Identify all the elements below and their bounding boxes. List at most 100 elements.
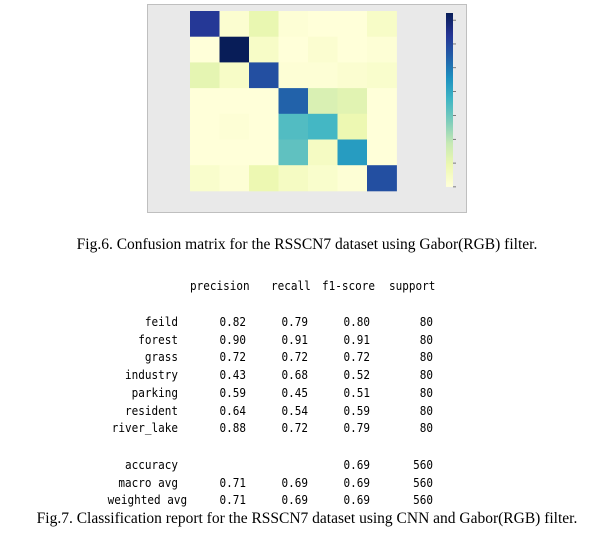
precision-value: 0.72 <box>219 349 246 365</box>
recall-value: 0.72 <box>281 420 308 436</box>
heatmap-cell <box>219 139 250 166</box>
heatmap-cell <box>308 113 338 140</box>
row-label: grass <box>144 349 178 365</box>
heatmap-cell <box>337 88 368 115</box>
heatmap-cell <box>308 165 338 192</box>
heatmap-cell <box>278 113 309 140</box>
heatmap-cell <box>190 139 220 166</box>
row-label: forest <box>138 331 178 347</box>
heatmap-cell <box>249 88 279 115</box>
recall-value: 0.79 <box>281 314 308 329</box>
heatmap-cell <box>337 165 368 192</box>
heatmap-cell <box>367 113 397 140</box>
heatmap-cell <box>308 139 338 166</box>
support-value: 80 <box>419 331 433 347</box>
precision-value: 0.43 <box>219 367 246 383</box>
precision-value: 0.71 <box>219 474 246 490</box>
column-header: precision <box>189 278 250 293</box>
support-value: 80 <box>419 349 433 365</box>
row-label: feild <box>144 314 178 329</box>
f1-value: 0.69 <box>343 492 370 508</box>
row-label: parking <box>131 384 178 400</box>
precision-value: 0.71 <box>219 492 246 508</box>
figure6-caption: Fig.6. Confusion matrix for the RSSCN7 d… <box>76 236 538 253</box>
f1-value: 0.69 <box>343 457 370 472</box>
f1-value: 0.79 <box>343 420 370 436</box>
confusion-matrix-figure <box>147 4 467 213</box>
heatmap-cell <box>190 36 220 63</box>
support-value: 560 <box>413 474 433 490</box>
heatmap-cell <box>278 62 309 89</box>
precision-value: 0.82 <box>219 314 246 329</box>
row-label: resident <box>125 402 178 418</box>
recall-value: 0.68 <box>281 367 308 383</box>
colorbar <box>446 13 453 187</box>
heatmap-cell <box>190 165 220 192</box>
summary-label: accuracy <box>125 457 178 472</box>
heatmap-cell <box>367 165 397 192</box>
heatmap-cell <box>337 62 368 89</box>
summary-label: weighted avg <box>107 492 188 508</box>
support-value: 560 <box>413 457 433 472</box>
heatmap-cell <box>190 62 220 89</box>
heatmap-cell <box>367 11 397 38</box>
confusion-matrix-chart <box>190 11 456 192</box>
heatmap-cell <box>308 88 338 115</box>
heatmap-cell <box>308 11 338 38</box>
heatmap-cell <box>219 165 250 192</box>
heatmap-cell <box>190 88 220 115</box>
support-value: 560 <box>413 492 433 508</box>
recall-value: 0.69 <box>281 492 308 508</box>
precision-value: 0.64 <box>219 402 246 418</box>
heatmap-cell <box>219 88 250 115</box>
support-value: 80 <box>419 402 433 418</box>
heatmap-cell <box>367 139 397 166</box>
f1-value: 0.91 <box>343 331 370 347</box>
heatmap-cell <box>249 113 279 140</box>
classification-report: precision recall f1-score support feild 0.82 0… <box>0 270 540 510</box>
column-header: recall <box>270 278 311 293</box>
heatmap-cell <box>278 36 309 63</box>
support-value: 80 <box>419 420 433 436</box>
row-label: industry <box>125 367 178 383</box>
summary-label: macro avg <box>118 474 178 490</box>
heatmap-cell <box>308 36 338 63</box>
recall-value: 0.72 <box>281 349 308 365</box>
heatmap-cell <box>249 62 279 89</box>
precision-value: 0.90 <box>219 331 246 347</box>
heatmap-cell <box>278 165 309 192</box>
heatmap-cell <box>249 139 279 166</box>
support-value: 80 <box>419 367 433 383</box>
heatmap-cell <box>337 36 368 63</box>
support-value: 80 <box>419 384 433 400</box>
heatmap-cell <box>278 88 309 115</box>
precision-value: 0.88 <box>219 420 246 436</box>
f1-value: 0.72 <box>343 349 370 365</box>
heatmap-cell <box>190 11 220 38</box>
recall-value: 0.91 <box>281 331 308 347</box>
heatmap-cell <box>249 165 279 192</box>
heatmap-cell <box>278 11 309 38</box>
row-label: river_lake <box>111 420 178 436</box>
heatmap-cell <box>337 139 368 166</box>
column-header: f1-score <box>321 278 375 293</box>
f1-value: 0.59 <box>343 402 370 418</box>
heatmap-cell <box>219 36 250 63</box>
heatmap-cell <box>249 36 279 63</box>
heatmap-cell <box>219 11 250 38</box>
f1-value: 0.80 <box>343 314 370 329</box>
recall-value: 0.69 <box>281 474 308 490</box>
heatmap-cell <box>219 62 250 89</box>
heatmap-cell <box>190 113 220 140</box>
heatmap-cell <box>249 11 279 38</box>
heatmap-cell <box>278 139 309 166</box>
heatmap-cell <box>367 62 397 89</box>
figure7-caption: Fig.7. Classification report for the RSS… <box>36 510 578 527</box>
f1-value: 0.52 <box>343 367 370 383</box>
support-value: 80 <box>419 314 433 329</box>
recall-value: 0.45 <box>281 384 308 400</box>
heatmap-cell <box>219 113 250 140</box>
heatmap-cell <box>367 88 397 115</box>
precision-value: 0.59 <box>219 384 246 400</box>
recall-value: 0.54 <box>281 402 308 418</box>
